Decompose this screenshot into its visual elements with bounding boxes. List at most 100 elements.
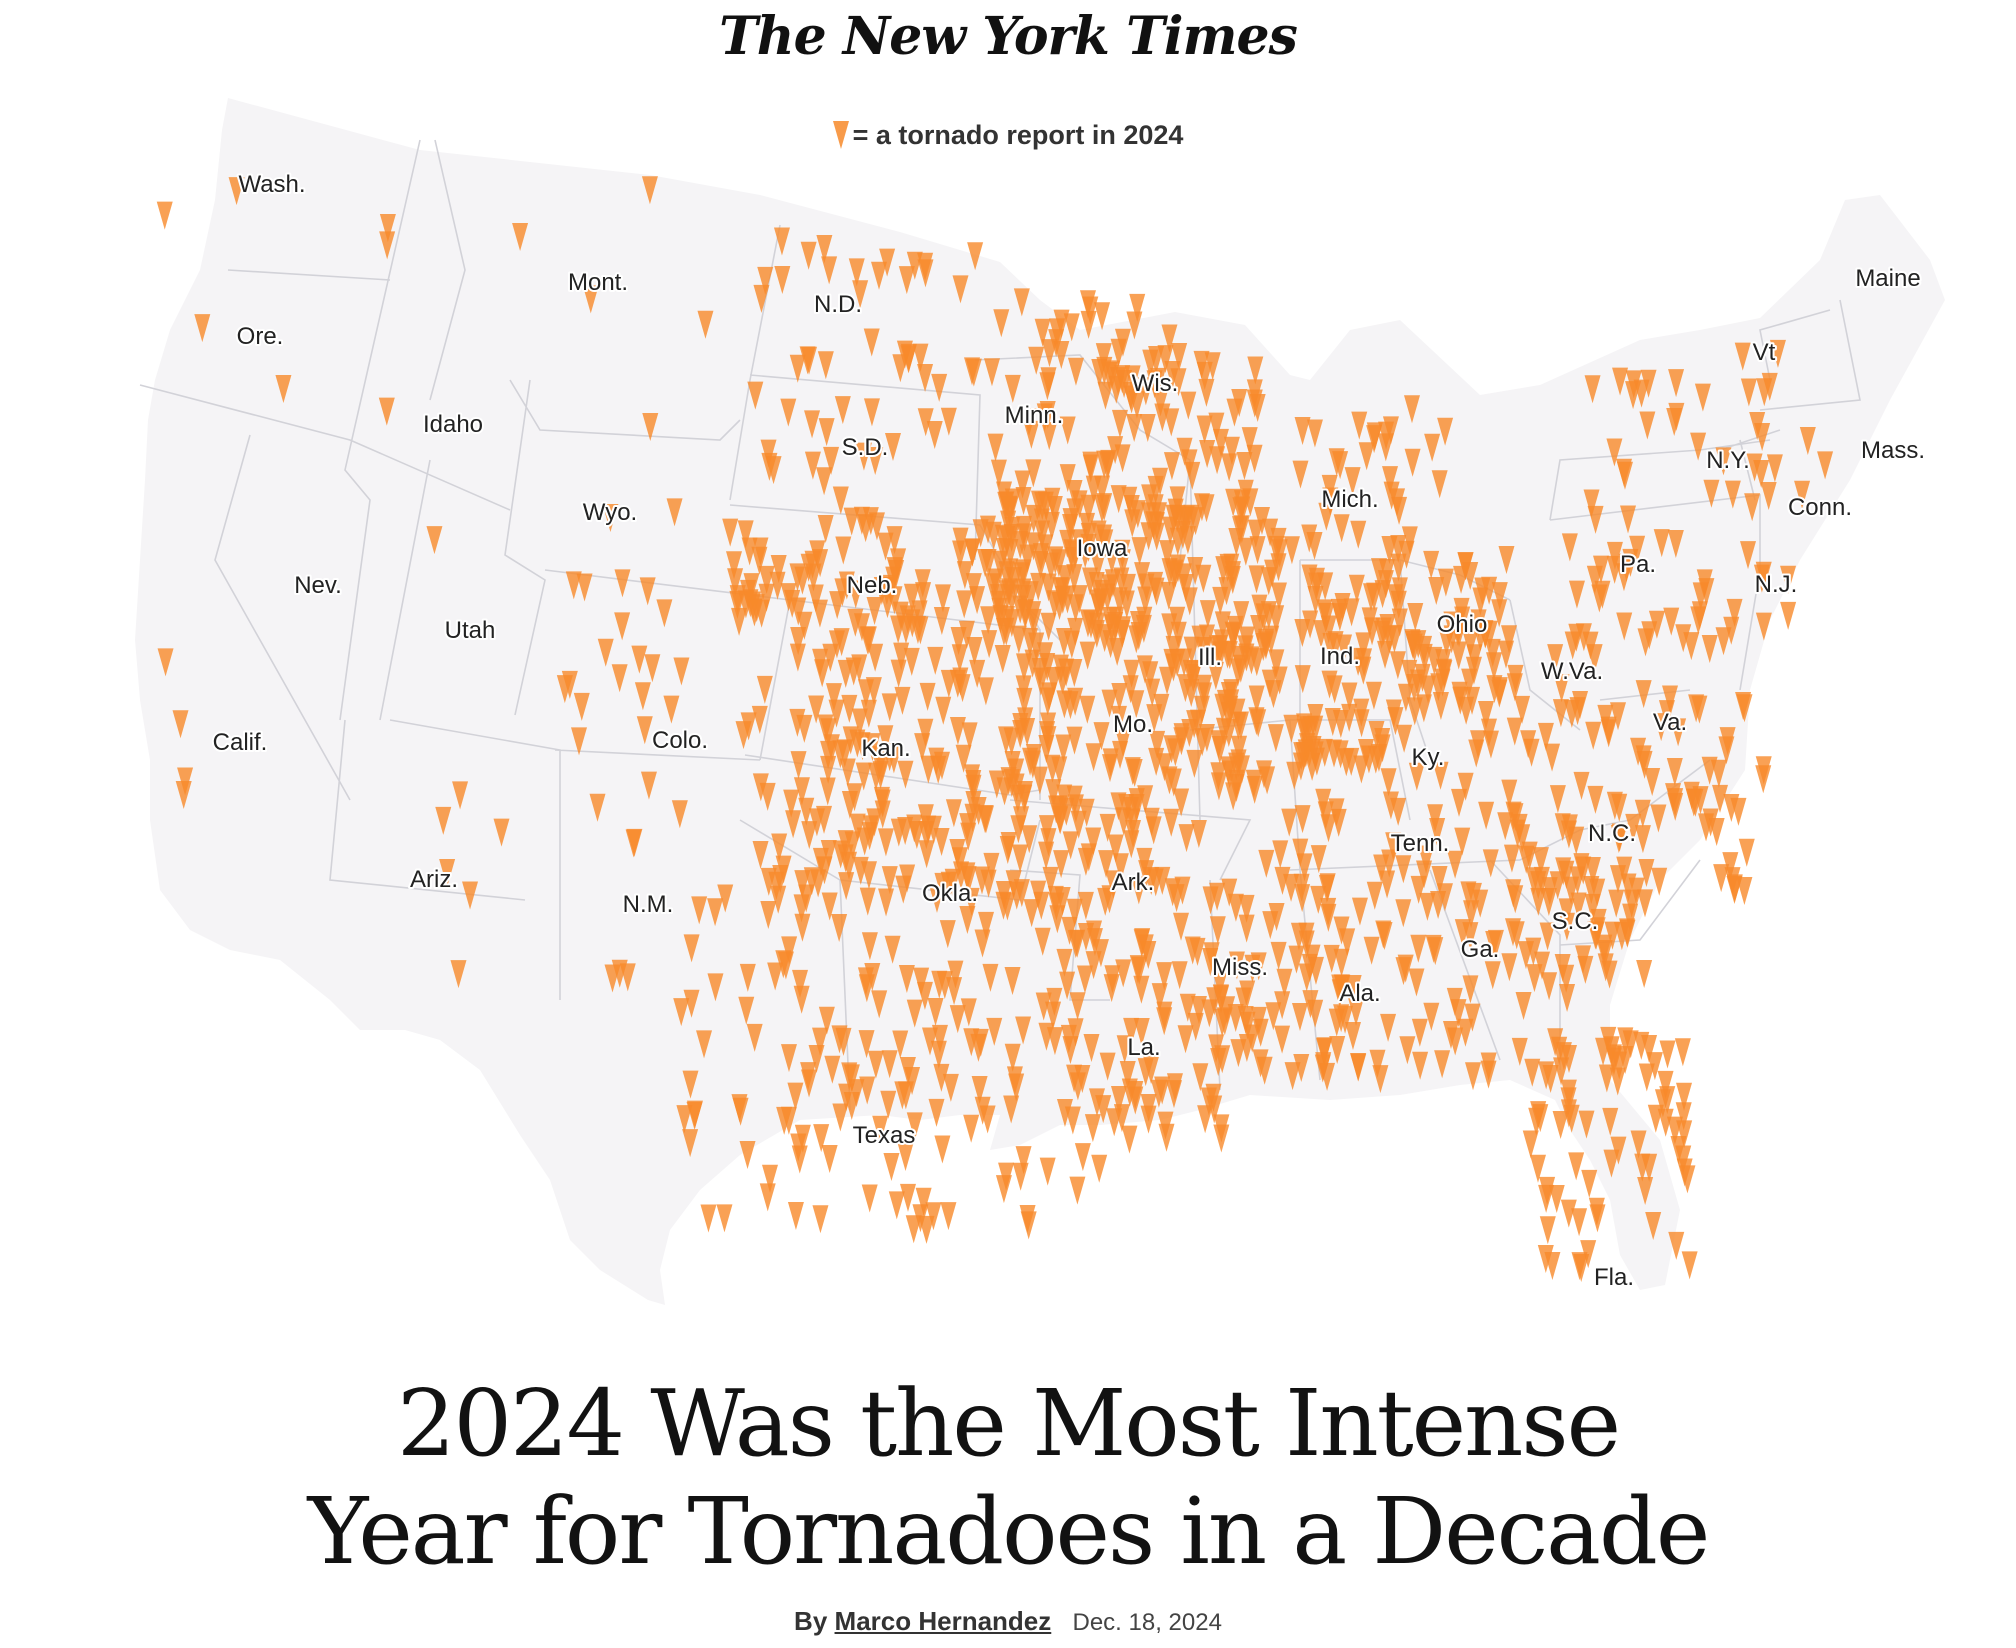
tornado-report-marker — [1113, 1104, 1130, 1133]
tornado-report-marker — [933, 607, 950, 636]
tornado-report-marker — [1004, 488, 1021, 517]
tornado-report-marker — [787, 1201, 804, 1230]
tornado-report-marker — [1551, 1036, 1568, 1065]
tornado-report-marker — [1079, 641, 1096, 670]
tornado-report-marker — [1343, 598, 1360, 627]
tornado-report-marker — [1553, 674, 1570, 703]
tornado-report-marker — [1164, 360, 1181, 389]
tornado-report-marker — [1187, 507, 1204, 536]
tornado-report-marker — [983, 358, 1000, 387]
tornado-report-marker — [493, 818, 510, 847]
tornado-report-marker — [1012, 844, 1029, 873]
tornado-report-marker — [1468, 739, 1485, 768]
tornado-report-marker — [890, 818, 907, 847]
tornado-report-marker — [952, 275, 969, 304]
tornado-report-marker — [858, 974, 875, 1003]
tornado-report-marker — [890, 659, 907, 688]
tornado-report-marker — [1333, 948, 1350, 977]
tornado-report-marker — [1101, 689, 1118, 718]
tornado-report-marker — [793, 985, 810, 1014]
tornado-report-marker — [818, 418, 835, 447]
tornado-report-marker — [1650, 804, 1667, 833]
tornado-report-marker — [1154, 866, 1171, 895]
tornado-report-marker — [1505, 879, 1522, 908]
tornado-report-marker — [1380, 768, 1397, 797]
tornado-report-marker — [1331, 974, 1348, 1003]
tornado-report-marker — [1539, 1216, 1556, 1245]
state-label: Calif. — [213, 729, 268, 756]
tornado-report-marker — [1192, 1063, 1209, 1092]
tornado-report-marker — [1267, 724, 1284, 753]
tornado-report-marker — [1042, 866, 1059, 895]
tornado-report-marker — [673, 657, 690, 686]
tornado-report-marker — [841, 790, 858, 819]
tornado-report-marker — [1503, 844, 1520, 873]
tornado-report-marker — [820, 740, 837, 769]
tornado-report-marker — [1412, 1051, 1429, 1080]
tornado-report-marker — [821, 892, 838, 921]
tornado-report-marker — [879, 248, 896, 277]
tornado-report-marker — [1307, 715, 1324, 744]
tornado-report-marker — [1031, 657, 1048, 686]
state-label: Wash. — [238, 171, 305, 198]
tornado-report-marker — [817, 714, 834, 743]
tornado-report-marker — [1083, 1034, 1100, 1063]
tornado-report-marker — [1054, 886, 1071, 915]
tornado-report-marker — [1432, 691, 1449, 720]
tornado-report-marker — [1198, 724, 1215, 753]
tornado-report-marker — [1133, 975, 1150, 1004]
tornado-report-marker — [1453, 597, 1470, 626]
tornado-report-marker — [1317, 801, 1334, 830]
tornado-report-marker — [790, 597, 807, 626]
tornado-report-marker — [1578, 1110, 1595, 1139]
tornado-report-marker — [626, 828, 643, 857]
tornado-report-marker — [1111, 587, 1128, 616]
tornado-report-marker — [739, 1140, 756, 1169]
tornado-report-marker — [1585, 721, 1602, 750]
tornado-report-marker — [1710, 759, 1727, 788]
tornado-report-marker — [1307, 956, 1324, 985]
tornado-report-marker — [1274, 991, 1291, 1020]
tornado-report-marker — [1210, 1047, 1227, 1076]
tornado-report-marker — [1345, 974, 1362, 1003]
tornado-report-marker — [1165, 1080, 1182, 1109]
tornado-report-marker — [780, 1044, 797, 1073]
tornado-report-marker — [1416, 860, 1433, 889]
tornado-report-marker — [1437, 568, 1454, 597]
tornado-report-marker — [872, 1115, 889, 1144]
tornado-report-marker — [790, 751, 807, 780]
tornado-report-marker — [741, 537, 758, 566]
tornado-report-marker — [1365, 681, 1382, 710]
tornado-report-marker — [849, 813, 866, 842]
tornado-report-marker — [1491, 677, 1508, 706]
state-label: Ill. — [1198, 644, 1222, 671]
tornado-report-marker — [1501, 625, 1518, 654]
tornado-report-marker — [906, 251, 923, 280]
tornado-report-marker — [1457, 772, 1474, 801]
tornado-report-marker — [1506, 717, 1523, 746]
tornado-report-marker — [1600, 1026, 1617, 1055]
tornado-report-marker — [783, 789, 800, 818]
tornado-report-marker — [1066, 726, 1083, 755]
tornado-report-marker — [1291, 1002, 1308, 1031]
tornado-report-marker — [1096, 524, 1113, 553]
tornado-report-marker — [1462, 630, 1479, 659]
tornado-report-marker — [1353, 698, 1370, 727]
tornado-report-marker — [1080, 310, 1097, 339]
tornado-report-marker — [682, 1129, 699, 1158]
article-headline[interactable]: 2024 Was the Most Intense Year for Torna… — [0, 1370, 2016, 1586]
tornado-report-marker — [1320, 897, 1337, 926]
author-link[interactable]: Marco Hernandez — [834, 1606, 1052, 1636]
tornado-report-marker — [807, 584, 824, 613]
state-label: Ark. — [1112, 869, 1155, 896]
tornado-report-marker — [1542, 1065, 1559, 1094]
tornado-report-marker — [1508, 921, 1525, 950]
tornado-report-marker — [1099, 1052, 1116, 1081]
tornado-report-marker — [798, 884, 815, 913]
tornado-report-marker — [1152, 467, 1169, 496]
tornado-report-marker — [1159, 540, 1176, 569]
tornado-report-marker — [1559, 984, 1576, 1013]
tornado-report-marker — [671, 800, 688, 829]
tornado-report-marker — [1152, 388, 1169, 417]
state-label: Fla. — [1594, 1264, 1634, 1291]
